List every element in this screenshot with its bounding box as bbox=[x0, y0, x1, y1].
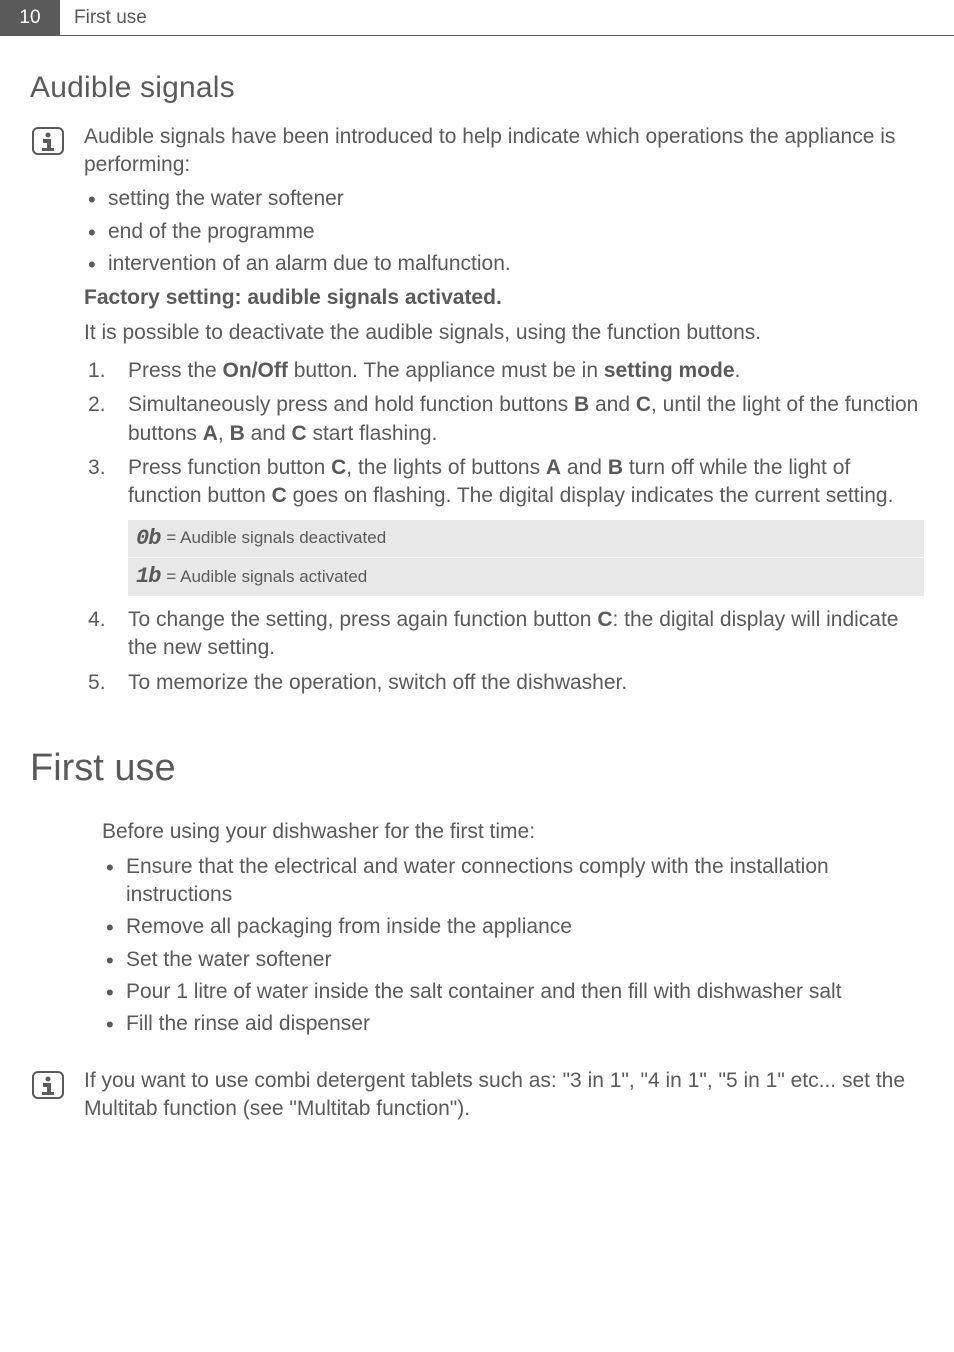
audible-steps-cont: To change the setting, press again funct… bbox=[84, 606, 924, 697]
page-content: Audible signals Audible signals have bee… bbox=[0, 36, 954, 1149]
info-icon bbox=[30, 125, 66, 165]
display-desc: = Audible signals deactivated bbox=[166, 527, 386, 550]
text: goes on flashing. The digital display in… bbox=[287, 484, 894, 507]
text: and bbox=[245, 422, 292, 445]
step-3: Press function button C, the lights of b… bbox=[84, 454, 924, 511]
text-bold: C bbox=[291, 422, 306, 445]
table-row: 0b = Audible signals deactivated bbox=[128, 519, 924, 558]
text-bold: A bbox=[546, 456, 561, 479]
text-bold: B bbox=[608, 456, 623, 479]
multitab-note-block: If you want to use combi detergent table… bbox=[30, 1067, 924, 1130]
step-5: To memorize the operation, switch off th… bbox=[84, 669, 924, 697]
page-header-title: First use bbox=[60, 0, 147, 35]
list-item: Set the water softener bbox=[102, 946, 924, 974]
audible-steps: Press the On/Off button. The appliance m… bbox=[84, 357, 924, 511]
audible-intro: Audible signals have been introduced to … bbox=[84, 123, 924, 180]
text: and bbox=[589, 393, 636, 416]
factory-setting: Factory setting: audible signals activat… bbox=[84, 284, 924, 312]
first-use-bullets: Ensure that the electrical and water con… bbox=[102, 853, 924, 1039]
display-code: 1b bbox=[136, 562, 160, 592]
text-bold: On/Off bbox=[223, 359, 288, 382]
deactivate-note: It is possible to deactivate the audible… bbox=[84, 319, 924, 347]
display-code: 0b bbox=[136, 524, 160, 554]
display-code-table: 0b = Audible signals deactivated 1b = Au… bbox=[128, 519, 924, 596]
text-bold: A bbox=[203, 422, 218, 445]
step-1: Press the On/Off button. The appliance m… bbox=[84, 357, 924, 385]
step-2: Simultaneously press and hold function b… bbox=[84, 391, 924, 448]
text: Press the bbox=[128, 359, 223, 382]
text: Press function button bbox=[128, 456, 331, 479]
audible-body: Audible signals have been introduced to … bbox=[84, 123, 924, 706]
text: To change the setting, press again funct… bbox=[128, 608, 597, 631]
text: button. The appliance must be in bbox=[288, 359, 604, 382]
list-item: setting the water softener bbox=[84, 185, 924, 213]
audible-bullets: setting the water softener end of the pr… bbox=[84, 185, 924, 278]
step-4: To change the setting, press again funct… bbox=[84, 606, 924, 663]
list-item: Remove all packaging from inside the app… bbox=[102, 913, 924, 941]
list-item: Pour 1 litre of water inside the salt co… bbox=[102, 978, 924, 1006]
audible-heading: Audible signals bbox=[30, 68, 924, 109]
text-bold: setting mode bbox=[604, 359, 735, 382]
text: , bbox=[218, 422, 230, 445]
text-bold: C bbox=[597, 608, 612, 631]
list-item: Fill the rinse aid dispenser bbox=[102, 1010, 924, 1038]
audible-info-block: Audible signals have been introduced to … bbox=[30, 123, 924, 706]
multitab-note-text: If you want to use combi detergent table… bbox=[84, 1067, 924, 1130]
page-header: 10 First use bbox=[0, 0, 954, 36]
text-bold: B bbox=[574, 393, 589, 416]
text-bold: B bbox=[230, 422, 245, 445]
page-number: 10 bbox=[0, 0, 60, 35]
info-icon bbox=[30, 1069, 66, 1109]
list-item: intervention of an alarm due to malfunct… bbox=[84, 250, 924, 278]
first-use-body: Before using your dishwasher for the fir… bbox=[30, 818, 924, 1038]
text: , the lights of buttons bbox=[346, 456, 546, 479]
text-bold: C bbox=[636, 393, 651, 416]
multitab-note: If you want to use combi detergent table… bbox=[84, 1067, 924, 1124]
text: . bbox=[735, 359, 741, 382]
text-bold: C bbox=[331, 456, 346, 479]
text-bold: C bbox=[272, 484, 287, 507]
first-use-heading: First use bbox=[30, 743, 924, 794]
text: start flashing. bbox=[307, 422, 438, 445]
first-use-intro: Before using your dishwasher for the fir… bbox=[102, 818, 924, 846]
table-row: 1b = Audible signals activated bbox=[128, 557, 924, 596]
text: Simultaneously press and hold function b… bbox=[128, 393, 574, 416]
text: and bbox=[561, 456, 608, 479]
display-desc: = Audible signals activated bbox=[166, 566, 367, 589]
list-item: end of the programme bbox=[84, 218, 924, 246]
list-item: Ensure that the electrical and water con… bbox=[102, 853, 924, 910]
